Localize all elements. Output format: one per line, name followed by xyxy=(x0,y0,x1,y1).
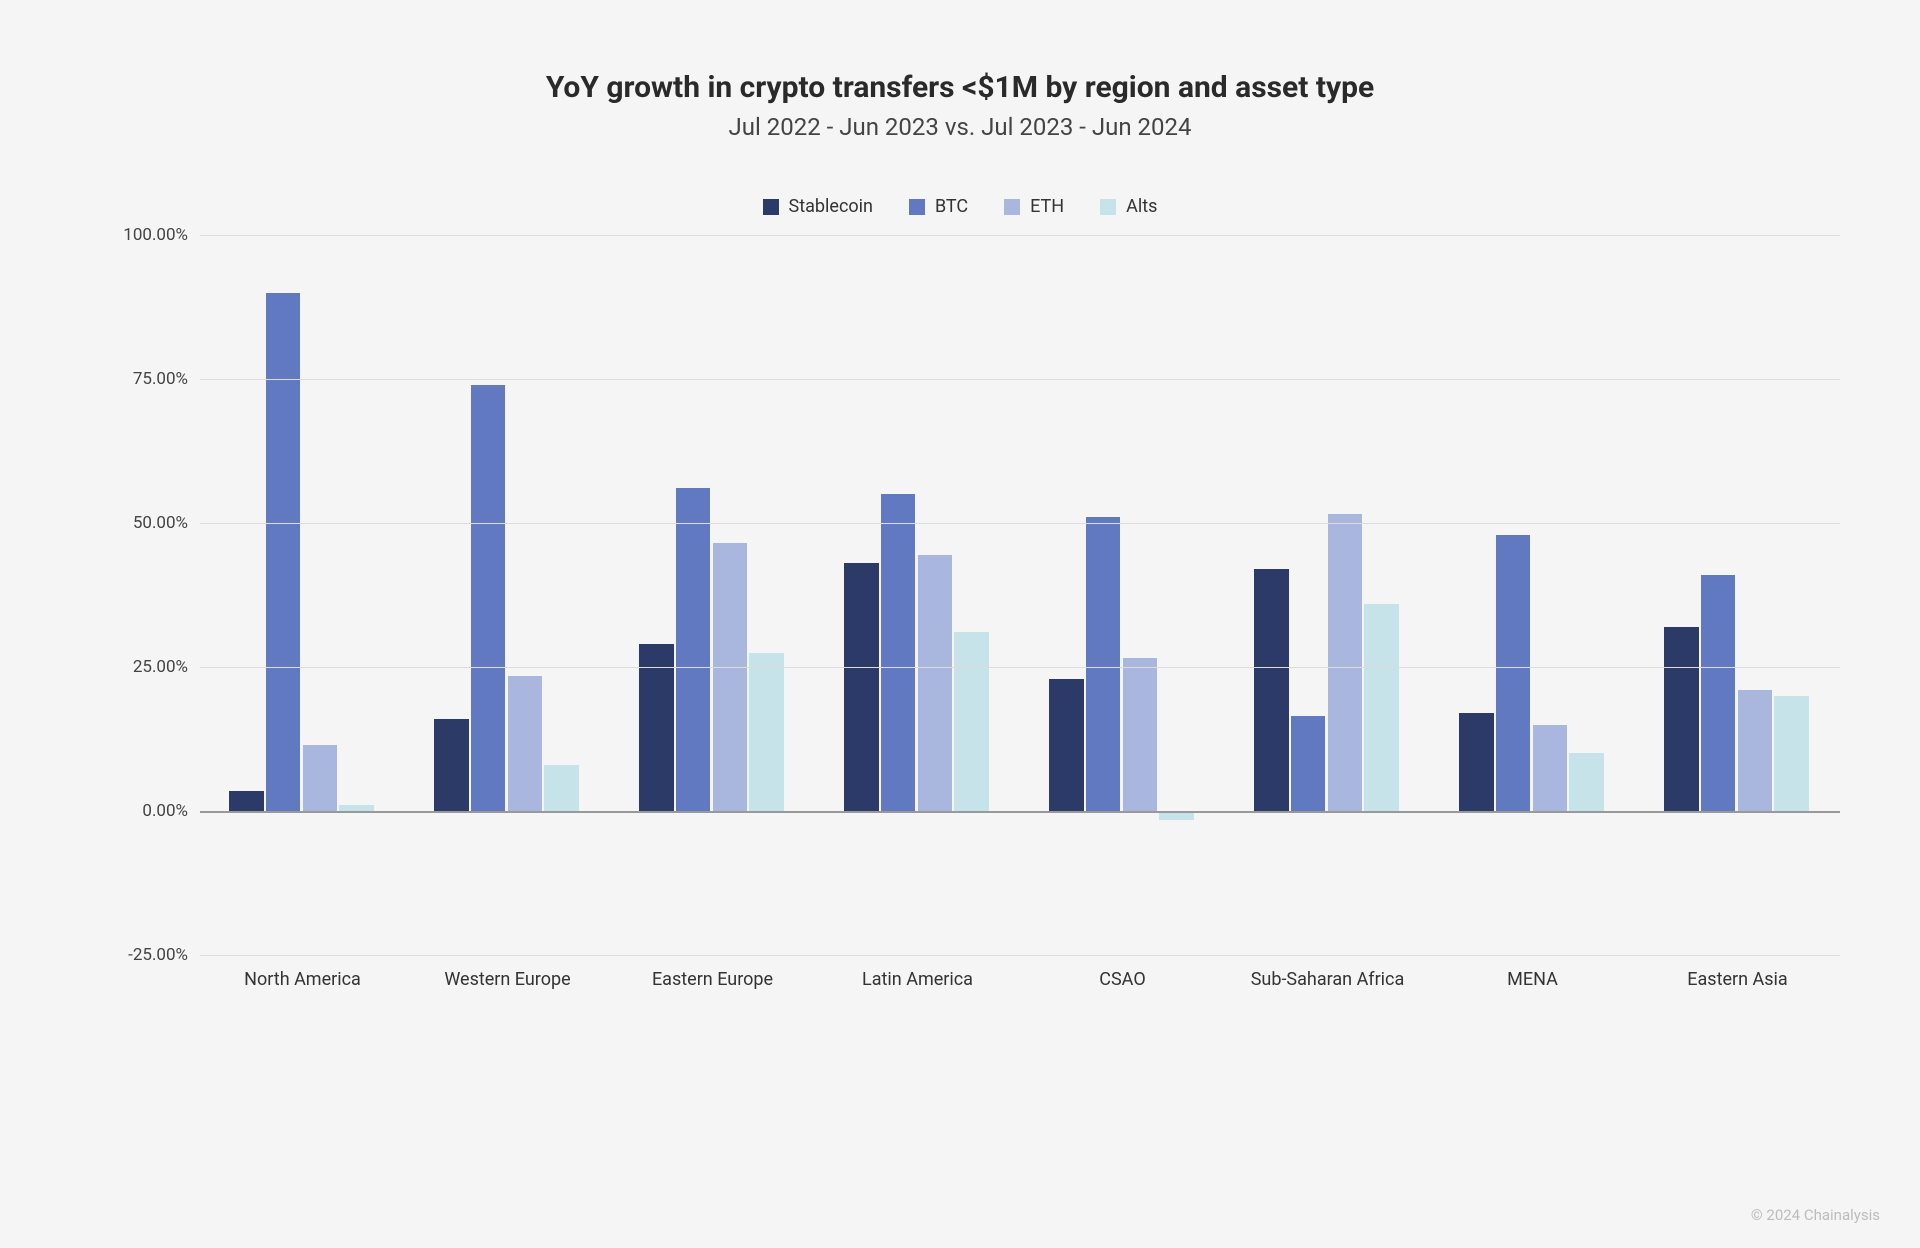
legend-label: BTC xyxy=(935,196,968,217)
gridline xyxy=(200,523,1840,524)
bar xyxy=(954,632,989,811)
y-tick-label: 75.00% xyxy=(133,369,188,389)
bar xyxy=(1738,690,1773,811)
legend-label: ETH xyxy=(1030,196,1064,217)
bar xyxy=(844,563,879,811)
bar xyxy=(676,488,711,811)
gridline xyxy=(200,379,1840,380)
legend-swatch xyxy=(1100,199,1116,215)
bar xyxy=(266,293,301,811)
x-axis: North America Western Europe Eastern Europ… xyxy=(200,955,1840,995)
y-axis: -25.00%0.00%25.00%50.00%75.00%100.00% xyxy=(80,235,200,955)
y-tick-label: 50.00% xyxy=(133,513,188,533)
bar xyxy=(713,543,748,811)
legend-item: BTC xyxy=(909,196,968,217)
bar xyxy=(1459,713,1494,811)
bar xyxy=(1328,514,1363,811)
bar xyxy=(1364,604,1399,811)
y-tick-label: -25.00% xyxy=(128,945,188,965)
x-tick-label: Eastern Asia xyxy=(1687,969,1787,990)
legend-swatch xyxy=(909,199,925,215)
bar xyxy=(1086,517,1121,811)
bar xyxy=(1701,575,1736,811)
legend-swatch xyxy=(1004,199,1020,215)
bar xyxy=(434,719,469,811)
legend-swatch xyxy=(763,199,779,215)
y-tick-label: 0.00% xyxy=(142,801,188,821)
zero-line xyxy=(200,811,1840,813)
bar xyxy=(1569,753,1604,811)
gridline xyxy=(200,235,1840,236)
bar xyxy=(1496,535,1531,811)
legend: Stablecoin BTC ETH Alts xyxy=(763,196,1158,217)
plot-area xyxy=(200,235,1840,955)
bar xyxy=(881,494,916,811)
bars-layer xyxy=(200,235,1840,955)
legend-item: Stablecoin xyxy=(763,196,873,217)
x-tick-label: Western Europe xyxy=(444,969,570,990)
legend-label: Alts xyxy=(1126,196,1157,217)
bar xyxy=(544,765,579,811)
bar xyxy=(1291,716,1326,811)
bar xyxy=(508,676,543,811)
y-tick-label: 25.00% xyxy=(133,657,188,677)
bar xyxy=(471,385,506,811)
y-tick-label: 100.00% xyxy=(123,225,188,245)
plot-wrap: -25.00%0.00%25.00%50.00%75.00%100.00% No… xyxy=(80,235,1840,955)
legend-item: Alts xyxy=(1100,196,1157,217)
chart-container: YoY growth in crypto transfers <$1M by r… xyxy=(60,40,1860,1208)
x-tick-label: CSAO xyxy=(1099,969,1145,990)
bar xyxy=(1664,627,1699,811)
legend-label: Stablecoin xyxy=(789,196,873,217)
bar xyxy=(1533,725,1568,811)
x-tick-label: Latin America xyxy=(862,969,973,990)
bar xyxy=(639,644,674,811)
copyright-text: © 2024 Chainalysis xyxy=(1751,1206,1880,1224)
bar xyxy=(918,555,953,811)
bar xyxy=(1254,569,1289,811)
x-tick-label: North America xyxy=(244,969,361,990)
bar xyxy=(303,745,338,811)
chart-title: YoY growth in crypto transfers <$1M by r… xyxy=(546,70,1374,105)
legend-item: ETH xyxy=(1004,196,1064,217)
bar xyxy=(1049,679,1084,811)
gridline xyxy=(200,667,1840,668)
x-tick-label: Sub-Saharan Africa xyxy=(1251,969,1405,990)
bar xyxy=(749,653,784,811)
x-tick-label: MENA xyxy=(1507,969,1558,990)
x-tick-label: Eastern Europe xyxy=(652,969,773,990)
bar xyxy=(1774,696,1809,811)
bar xyxy=(1123,658,1158,811)
bar xyxy=(229,791,264,811)
chart-subtitle: Jul 2022 - Jun 2023 vs. Jul 2023 - Jun 2… xyxy=(728,113,1191,141)
